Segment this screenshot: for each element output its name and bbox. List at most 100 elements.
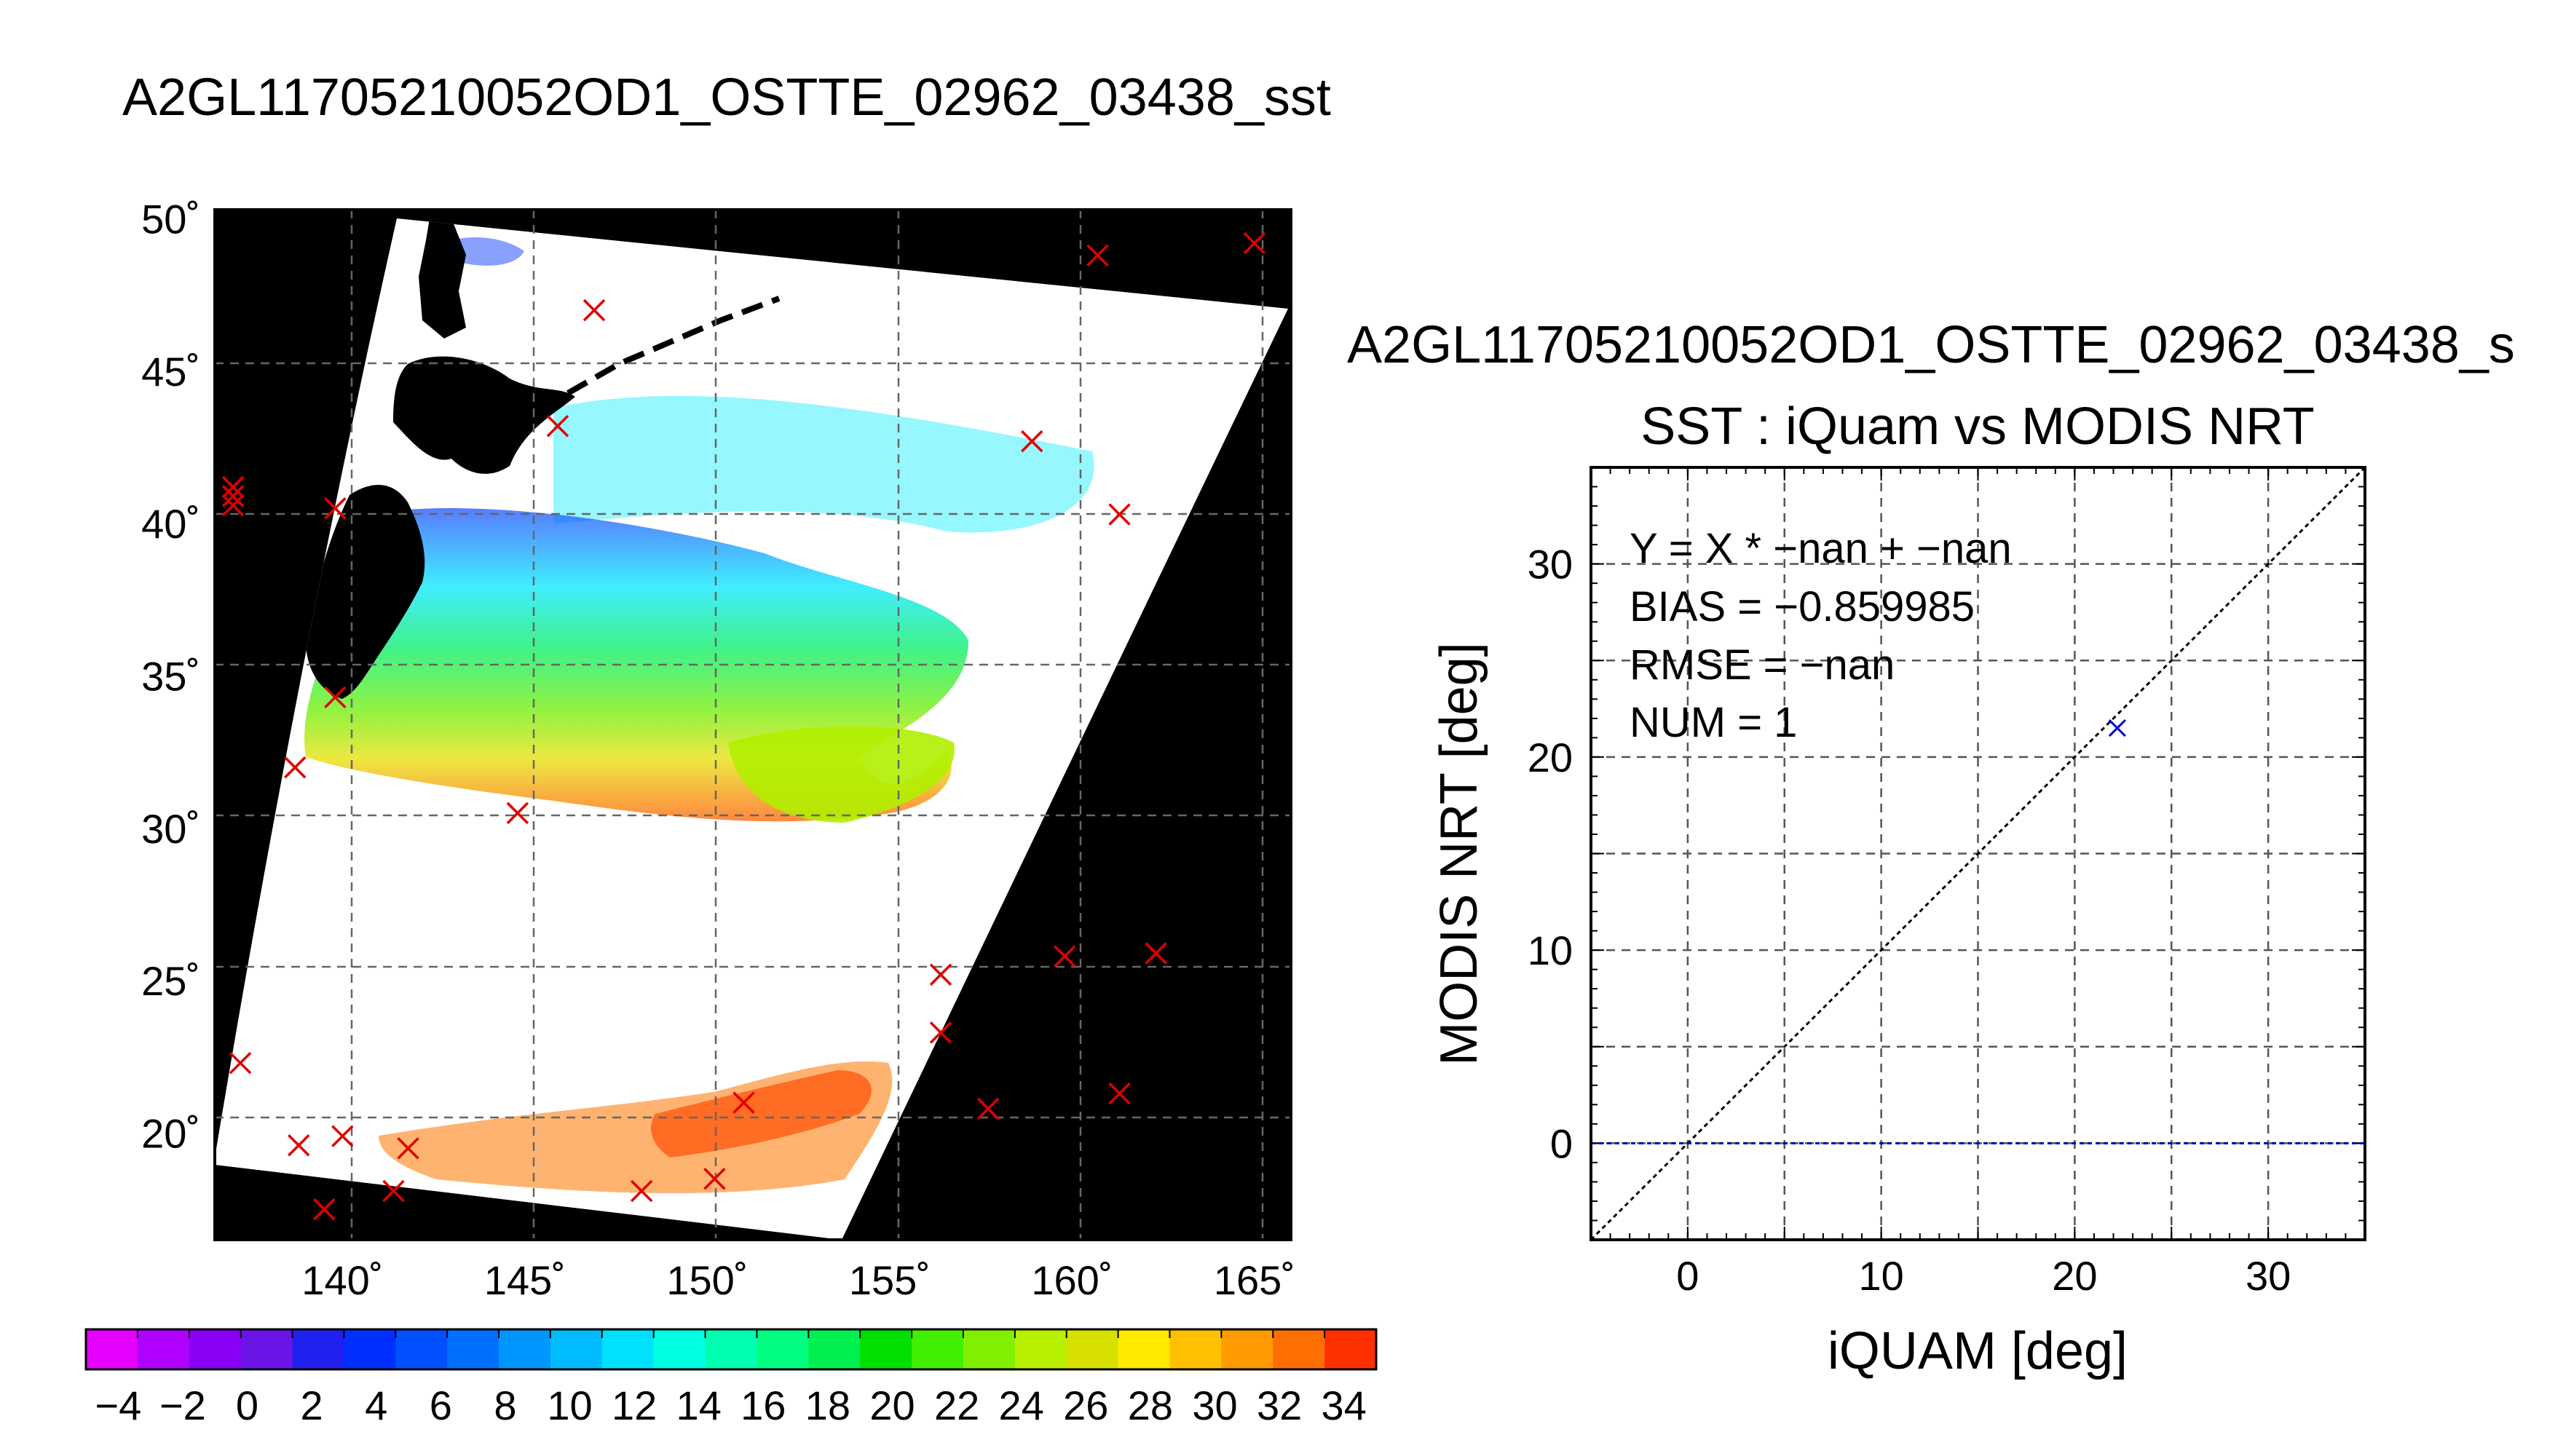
- colorbar-tick-label: 32: [1257, 1382, 1302, 1428]
- land-hokkaido: [393, 356, 575, 474]
- scatter-reference-lines: [1590, 466, 2366, 1241]
- colorbar-swatch: [1169, 1329, 1222, 1369]
- scatter-point: [2108, 719, 2126, 737]
- land-kuril-islands: [566, 296, 781, 396]
- bias-value: BIAS = −0.859985: [1630, 583, 1975, 630]
- scatter-x-tick-label: 20: [2052, 1253, 2097, 1299]
- colorbar-tick-label: 4: [365, 1382, 387, 1428]
- colorbar-tick-label: 0: [236, 1382, 258, 1428]
- map-y-tick-label: 40˚: [141, 501, 200, 547]
- colorbar-swatch: [1324, 1329, 1377, 1369]
- insitu-marker: [324, 686, 347, 709]
- scatter-top-title: A2GL11705210052OD1_OSTTE_02962_03438_s: [1347, 316, 2515, 374]
- colorbar-swatch: [757, 1329, 809, 1369]
- colorbar-swatch: [860, 1329, 912, 1369]
- scatter-x-axis-label: iQUAM [deg]: [1828, 1322, 2128, 1380]
- map-grid: [215, 210, 1291, 1240]
- map-y-tick-label: 45˚: [141, 349, 200, 395]
- map-y-tick-label: 35˚: [141, 654, 200, 700]
- scatter-y-tick-label: 20: [1528, 735, 1573, 780]
- insitu-marker: [1145, 942, 1167, 965]
- insitu-marker: [546, 414, 569, 438]
- colorbar-tick-label: 34: [1322, 1382, 1367, 1428]
- insitu-marker: [221, 494, 245, 517]
- colorbar-swatch: [292, 1329, 344, 1369]
- land-honshu: [306, 485, 425, 699]
- fit-equation: Y = X * −nan + −nan: [1630, 525, 2012, 572]
- colorbar-tick-label: 14: [676, 1382, 722, 1428]
- colorbar-tick-label: 26: [1063, 1382, 1108, 1428]
- colorbar-tick-label: 18: [805, 1382, 850, 1428]
- insitu-marker: [287, 1133, 310, 1157]
- scatter-frame: [1590, 466, 2366, 1241]
- colorbar: −4 −2 0 2 4 6 8 10 12 14 16 18 20 22 24 26 28 30 32 34: [84, 1328, 1378, 1428]
- map-y-tick-label: 30˚: [141, 806, 200, 852]
- insitu-marker: [221, 485, 245, 507]
- scatter-x-tick-label: 30: [2246, 1253, 2291, 1299]
- sample-count: NUM = 1: [1630, 699, 1797, 746]
- insitu-marker: [506, 802, 529, 825]
- map-y-tick-label: 25˚: [141, 958, 200, 1004]
- colorbar-swatch: [1118, 1329, 1170, 1369]
- insitu-marker: [630, 1179, 653, 1203]
- map-frame: [213, 208, 1292, 1241]
- map-x-tick-label: 155˚: [849, 1257, 931, 1303]
- insitu-marker: [221, 475, 245, 499]
- insitu-marker: [313, 1198, 336, 1221]
- scatter-x-tick-label: 0: [1676, 1253, 1699, 1299]
- colorbar-tick-label: 16: [741, 1382, 786, 1428]
- colorbar-swatch: [601, 1329, 655, 1369]
- colorbar-swatch: [1221, 1329, 1273, 1369]
- map-x-tick-label: 150˚: [666, 1257, 748, 1303]
- scatter-x-tick-label: 10: [1858, 1253, 1903, 1299]
- identity-line: [1590, 466, 2366, 1241]
- rmse-value: RMSE = −nan: [1630, 641, 1895, 689]
- sst-red-region: [651, 1070, 872, 1158]
- insitu-marker: [1108, 503, 1131, 526]
- colorbar-frame: [84, 1328, 1378, 1371]
- insitu-marker: [732, 1091, 755, 1114]
- map-x-tick-label: 140˚: [301, 1257, 383, 1303]
- colorbar-tick-label: 30: [1192, 1382, 1237, 1428]
- map-x-tick-label: 165˚: [1214, 1257, 1295, 1303]
- colorbar-swatch: [240, 1329, 293, 1369]
- insitu-marker: [703, 1168, 726, 1190]
- insitu-marker: [976, 1097, 1000, 1120]
- colorbar-tick-label: 24: [999, 1382, 1044, 1428]
- colorbar-swatch: [912, 1329, 964, 1369]
- map-y-tick-label: 50˚: [141, 197, 200, 242]
- colorbar-tick-label: −4: [95, 1382, 141, 1428]
- scatter-title: SST : iQuam vs MODIS NRT: [1640, 397, 2315, 456]
- insitu-marker: [397, 1137, 419, 1160]
- colorbar-tick-label: 2: [301, 1382, 323, 1428]
- colorbar-tick-label: 8: [494, 1382, 516, 1428]
- colorbar-swatch: [499, 1329, 551, 1369]
- insitu-marker: [283, 756, 307, 779]
- insitu-marker: [331, 1125, 354, 1147]
- scatter-tick-labels: 0 10 20 30 0 10 20 30: [1528, 542, 2291, 1299]
- insitu-marker: [324, 497, 347, 520]
- colorbar-tick-label: 12: [612, 1382, 657, 1428]
- map-x-tick-label: 145˚: [484, 1257, 566, 1303]
- sst-cyan-region: [553, 395, 1094, 533]
- colorbar-swatch: [189, 1329, 242, 1369]
- colorbar-tick-label: 6: [430, 1382, 452, 1428]
- colorbar-swatch: [447, 1329, 499, 1369]
- colorbar-tick-label: 22: [934, 1382, 979, 1428]
- scatter-points: [2108, 719, 2126, 737]
- insitu-marker: [1086, 244, 1109, 267]
- insitu-marker: [929, 1021, 952, 1044]
- insitu-marker: [1108, 1082, 1131, 1105]
- colorbar-swatch: [137, 1329, 190, 1369]
- colorbar-swatch: [963, 1329, 1016, 1369]
- scatter-y-tick-label: 0: [1550, 1120, 1573, 1166]
- colorbar-swatch: [550, 1329, 603, 1369]
- colorbar-swatch: [1273, 1329, 1325, 1369]
- colorbar-swatch: [705, 1329, 757, 1369]
- insitu-marker: [229, 1051, 252, 1075]
- colorbar-swatch: [1014, 1329, 1067, 1369]
- insitu-marker: [1021, 430, 1043, 453]
- map-x-tick-label: 160˚: [1031, 1257, 1113, 1303]
- colorbar-swatch: [1066, 1329, 1119, 1369]
